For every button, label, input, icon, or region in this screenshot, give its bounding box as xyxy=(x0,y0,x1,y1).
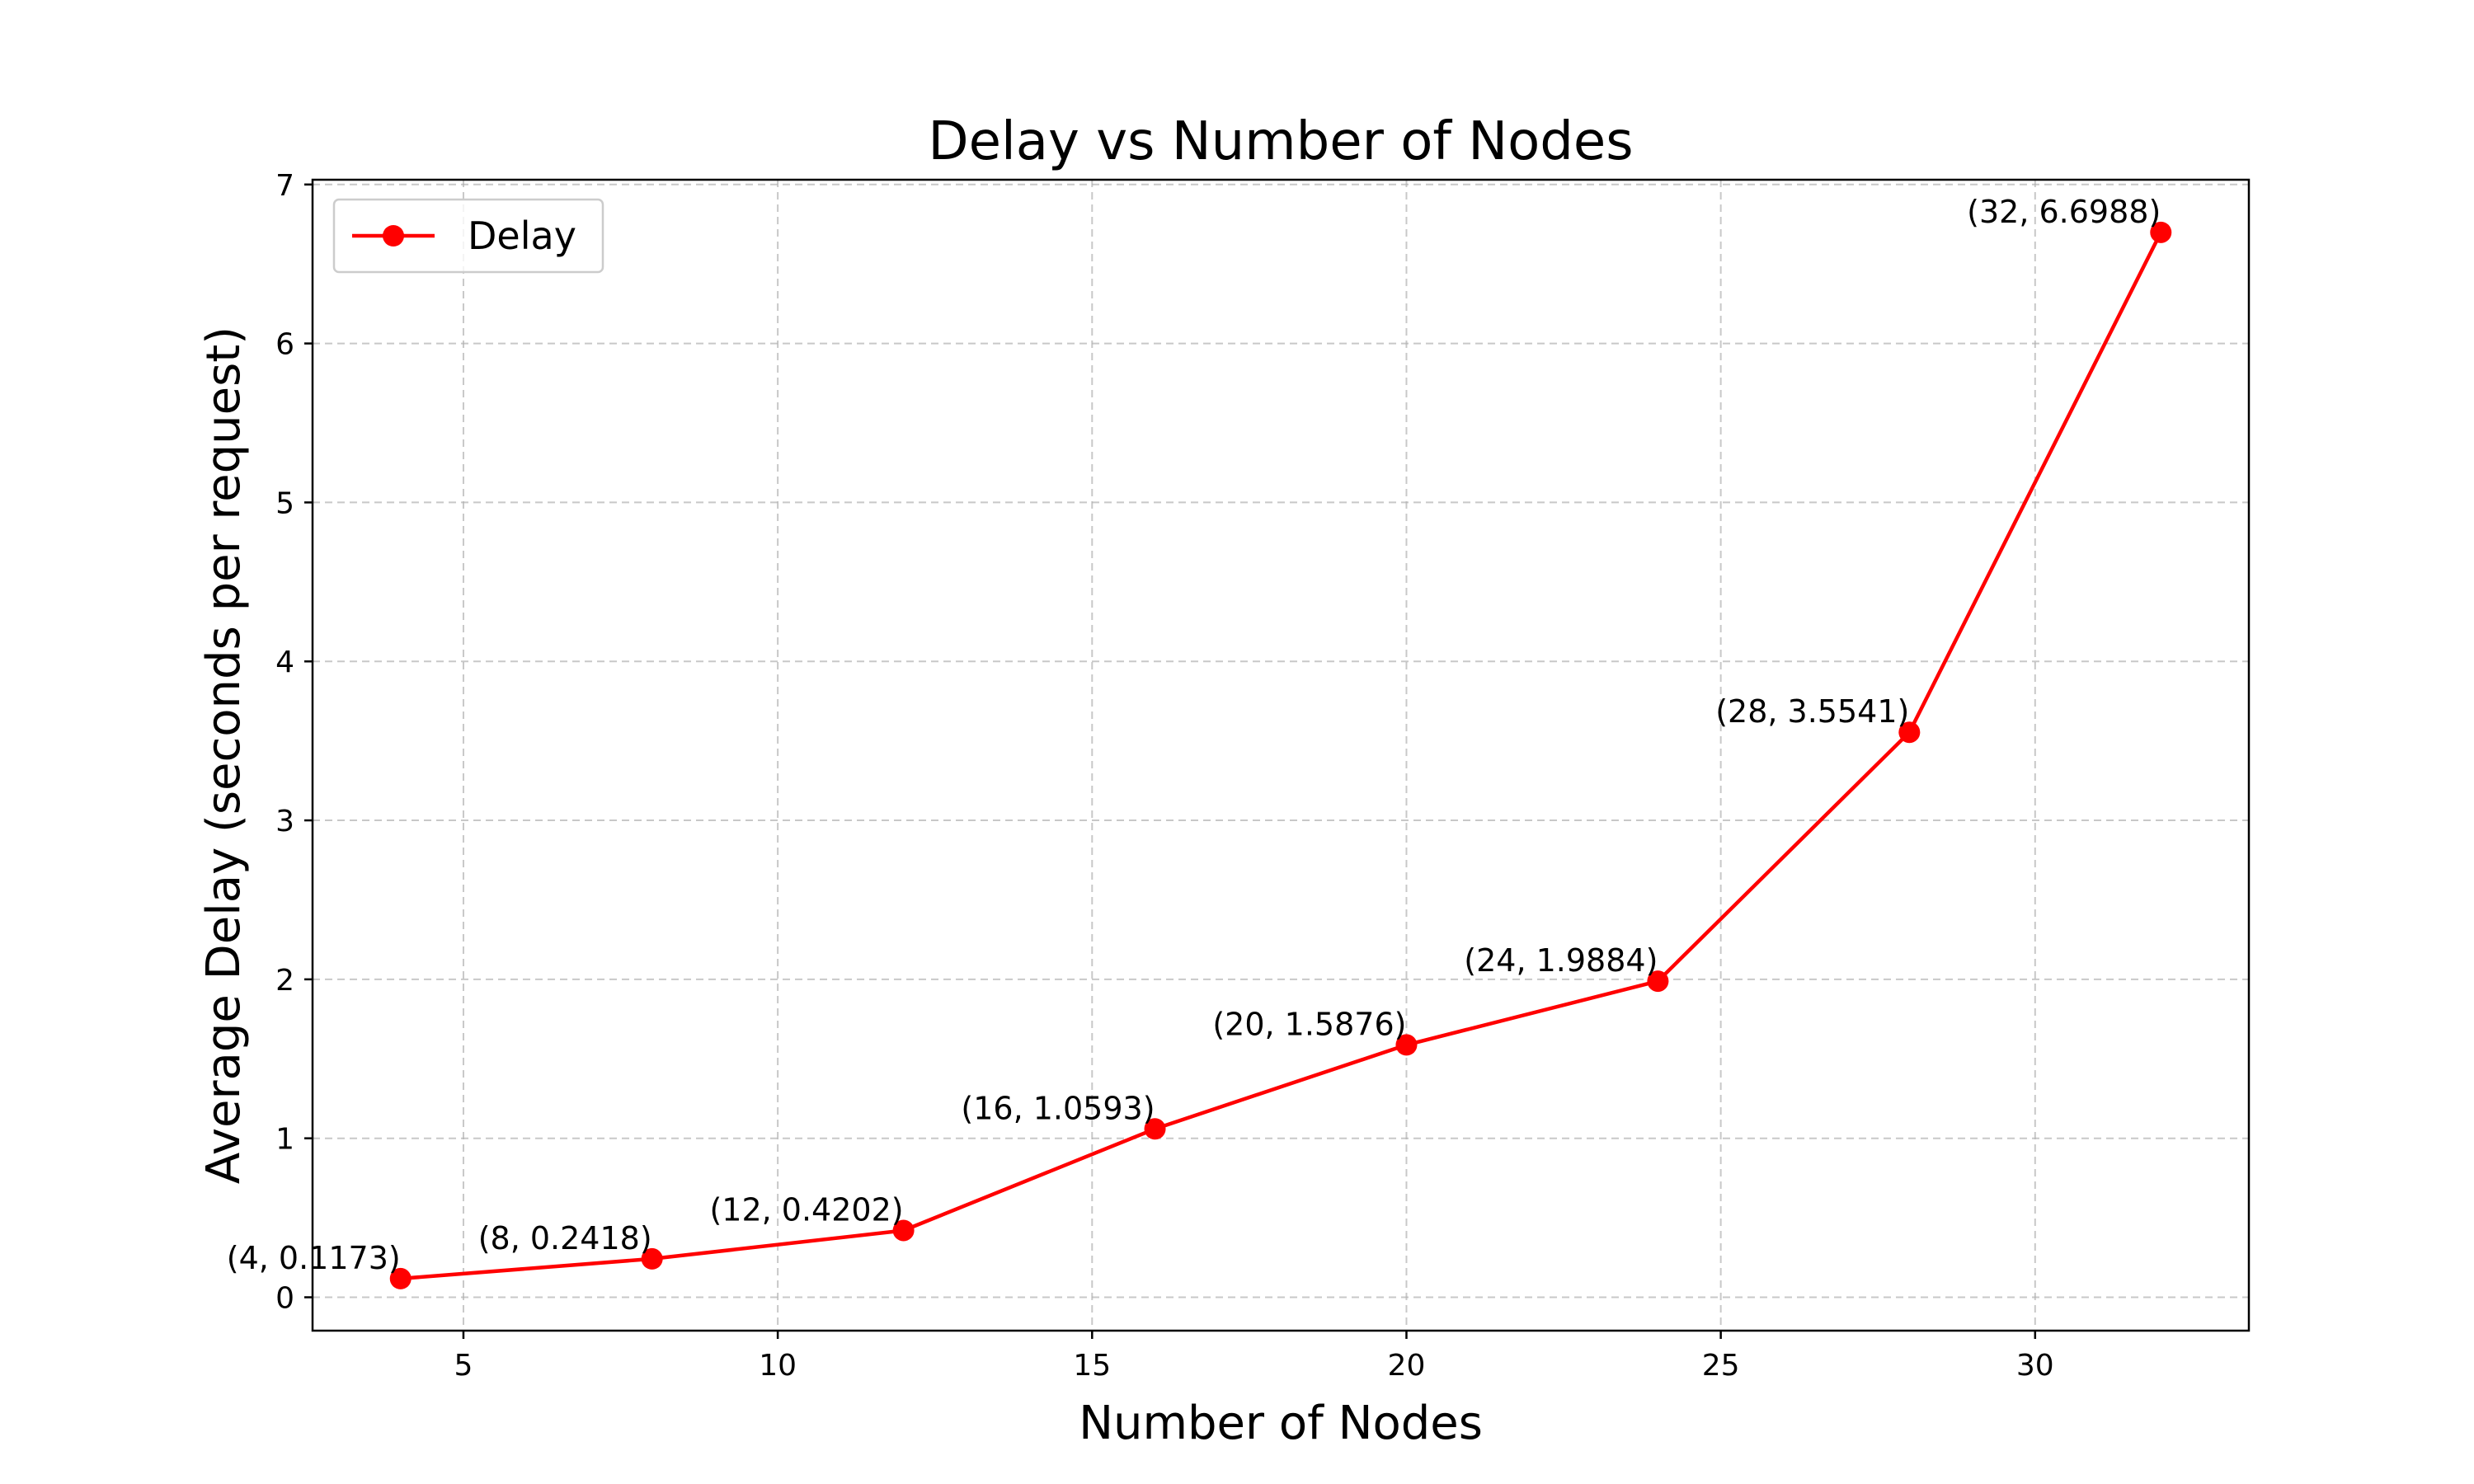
series-layer xyxy=(389,221,2172,1289)
data-point-label: (28, 3.5541) xyxy=(1715,693,1909,730)
legend-marker-swatch xyxy=(383,225,404,247)
grid-lines xyxy=(313,180,2249,1331)
plot-frame xyxy=(311,178,2251,1332)
x-tick-label: 30 xyxy=(2016,1349,2054,1383)
x-tick-label: 10 xyxy=(759,1349,797,1383)
y-tick-label: 0 xyxy=(275,1282,294,1316)
y-tick-label: 5 xyxy=(275,486,294,520)
data-point xyxy=(892,1219,915,1242)
y-tick-label: 3 xyxy=(275,805,294,838)
x-tick-label: 5 xyxy=(454,1349,473,1383)
y-tick-label: 1 xyxy=(275,1123,294,1157)
x-tick-label: 20 xyxy=(1388,1349,1426,1383)
data-point-label: (20, 1.5876) xyxy=(1212,1006,1406,1042)
data-point-label: (32, 6.6988) xyxy=(1967,194,2161,230)
data-point-label: (4, 0.1173) xyxy=(227,1240,401,1276)
data-point xyxy=(1898,721,1921,744)
legend: Delay xyxy=(332,198,604,274)
data-point xyxy=(1647,970,1669,993)
data-point xyxy=(641,1247,663,1270)
y-tick-label: 2 xyxy=(275,964,294,998)
y-axis: 0 1 2 3 4 5 6 7 xyxy=(275,169,313,1316)
data-labels: (4, 0.1173) (8, 0.2418) (12, 0.4202) (16, 1… xyxy=(227,194,2161,1276)
data-point xyxy=(389,1267,412,1289)
x-axis-label: Number of Nodes xyxy=(1079,1397,1483,1450)
legend-box xyxy=(332,198,604,274)
y-tick-label: 6 xyxy=(275,328,294,362)
x-axis: 5 10 15 20 25 30 xyxy=(454,1331,2054,1383)
chart-title: Delay vs Number of Nodes xyxy=(928,111,1633,172)
x-tick-label: 15 xyxy=(1073,1349,1111,1383)
data-point xyxy=(1395,1034,1418,1056)
series-line-delay xyxy=(400,231,2163,1281)
data-point-label: (12, 0.4202) xyxy=(709,1191,903,1228)
y-axis-label: Average Delay (seconds per request) xyxy=(197,326,251,1184)
data-point-label: (24, 1.9884) xyxy=(1464,942,1658,979)
y-tick-label: 4 xyxy=(275,646,294,679)
x-tick-label: 25 xyxy=(1702,1349,1740,1383)
data-point xyxy=(2150,221,2172,243)
data-point-label: (16, 1.0593) xyxy=(961,1090,1155,1126)
legend-label-delay: Delay xyxy=(468,214,576,258)
data-point xyxy=(1144,1118,1166,1140)
y-tick-label: 7 xyxy=(275,169,294,203)
data-point-label: (8, 0.2418) xyxy=(478,1220,652,1256)
